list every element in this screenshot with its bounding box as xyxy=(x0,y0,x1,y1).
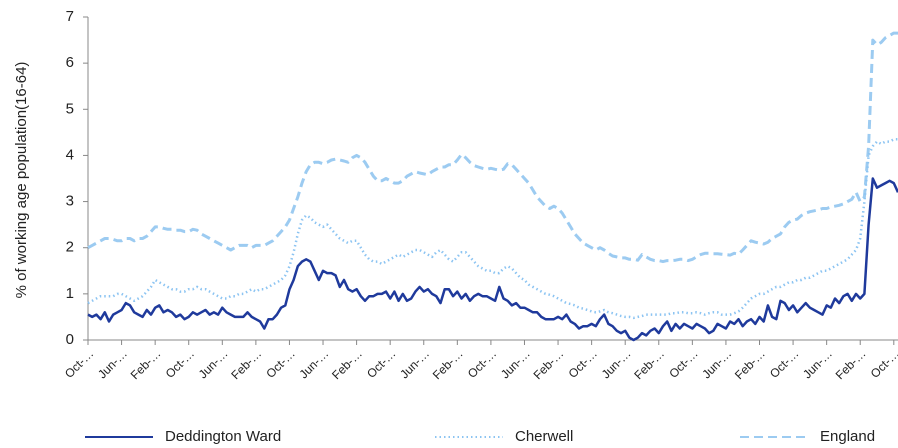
x-tick-label: Feb-… xyxy=(128,346,164,382)
x-tick-label: Jun-… xyxy=(397,346,432,381)
legend-label: England xyxy=(820,428,875,445)
x-tick-label: Feb-… xyxy=(228,346,264,382)
x-tick-label: Jun-… xyxy=(498,346,533,381)
y-tick-label: 2 xyxy=(66,239,74,256)
x-tick-label: Oct-… xyxy=(465,346,499,380)
y-tick-label: 3 xyxy=(66,193,74,210)
x-tick-label: Oct-… xyxy=(666,346,700,380)
x-tick-label: Oct-… xyxy=(566,346,600,380)
series-line xyxy=(87,31,898,264)
x-tick-label: Feb-… xyxy=(833,346,869,382)
series-line xyxy=(87,138,898,320)
y-tick-label: 4 xyxy=(66,146,74,163)
y-tick-label: 0 xyxy=(66,331,74,348)
legend-label: Cherwell xyxy=(515,428,573,445)
x-tick-label: Jun-… xyxy=(196,346,231,381)
x-tick-label: Oct-… xyxy=(364,346,398,380)
x-tick-label: Oct-… xyxy=(263,346,297,380)
x-tick-label: Jun-… xyxy=(296,346,331,381)
y-tick-label: 1 xyxy=(66,285,74,302)
x-tick-label: Jun-… xyxy=(699,346,734,381)
y-tick-label: 7 xyxy=(66,8,74,25)
y-tick-label: 5 xyxy=(66,100,74,117)
series-line xyxy=(87,177,898,342)
x-tick-label: Oct-… xyxy=(767,346,801,380)
x-tick-label: Jun-… xyxy=(95,346,130,381)
x-tick-label: Feb-… xyxy=(732,346,768,382)
x-tick-label: Feb-… xyxy=(531,346,567,382)
x-tick-label: Oct-… xyxy=(868,346,898,380)
y-axis-label: % of working age population(16-64) xyxy=(13,62,30,299)
x-tick-label: Feb-… xyxy=(430,346,466,382)
y-tick-label: 6 xyxy=(66,54,74,71)
x-tick-label: Jun-… xyxy=(599,346,634,381)
x-tick-label: Oct-… xyxy=(163,346,197,380)
legend-label: Deddington Ward xyxy=(165,428,281,445)
x-tick-label: Feb-… xyxy=(631,346,667,382)
x-tick-label: Jun-… xyxy=(800,346,835,381)
x-tick-label: Oct-… xyxy=(62,346,96,380)
x-tick-label: Feb-… xyxy=(329,346,365,382)
